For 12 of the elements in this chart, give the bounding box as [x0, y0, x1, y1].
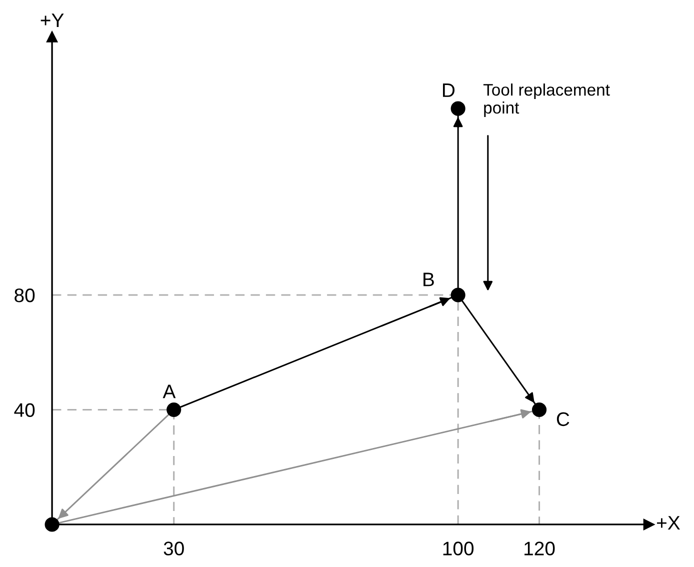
annotation: B	[424, 272, 434, 286]
annotation: Tool replacement point	[483, 83, 610, 117]
x-tick-label: 120	[524, 542, 555, 556]
x-tick-label: 30	[164, 542, 184, 556]
annotation: A	[162, 384, 176, 398]
y-tick-label: 80	[14, 288, 35, 302]
annotation: C	[556, 412, 570, 426]
y-tick-label: 40	[14, 403, 35, 417]
y-axis-title: +Y	[40, 14, 64, 27]
annotation: D	[442, 84, 455, 97]
x-axis-title: +X	[657, 516, 680, 530]
x-tick-label: 100	[443, 542, 474, 556]
